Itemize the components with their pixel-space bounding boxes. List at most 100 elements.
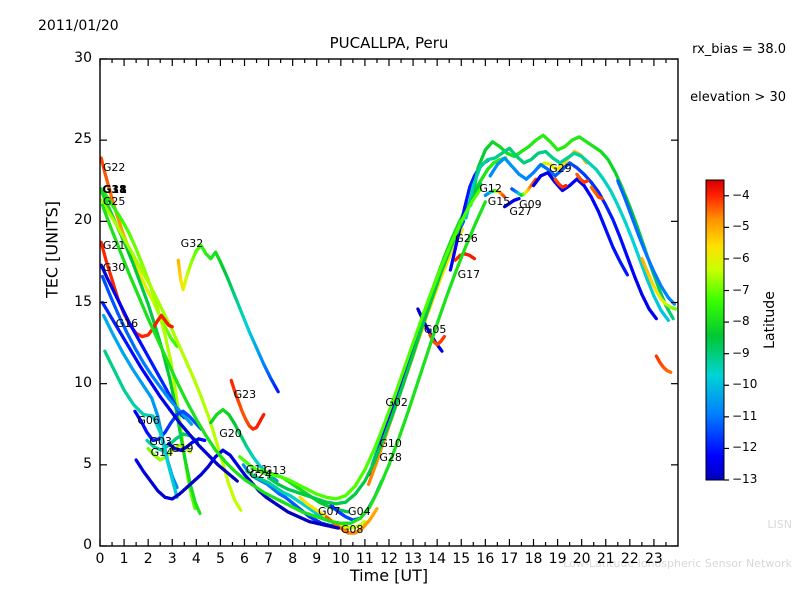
satellite-label-g14: G14 [150, 446, 174, 460]
data-series [640, 257, 678, 311]
data-series [266, 182, 483, 506]
satellite-label-g08: G08 [340, 522, 364, 536]
y-axis-tick-label: 15 [74, 293, 92, 310]
satellite-label-g29: G29 [549, 162, 572, 176]
colorbar-tick-label: −8 [732, 314, 750, 329]
satellite-label-g22: G22 [102, 160, 126, 174]
x-axis-tick-label: 4 [191, 551, 201, 567]
satellite-label-g11: G11 [245, 462, 269, 476]
date-label: 2011/01/20 [38, 18, 119, 34]
satellite-label-g10: G10 [379, 436, 402, 450]
y-axis-tick-label: 25 [74, 131, 92, 148]
data-series [453, 252, 477, 262]
data-series [100, 198, 243, 512]
satellite-label-g15: G15 [487, 194, 511, 208]
page-title: PUCALLPA, Peru [329, 34, 449, 52]
x-axis-tick-label: 15 [452, 551, 471, 567]
satellite-label-g19: G19 [171, 441, 194, 455]
x-axis-tick-label: 17 [500, 551, 519, 567]
colorbar-tick-label: −12 [732, 440, 758, 455]
watermark: LISN Low-Latitude Ionospheric Sensor Net… [563, 492, 792, 596]
axis-layer [99, 58, 679, 547]
x-axis-tick-label: 1 [119, 551, 129, 567]
data-series [553, 177, 568, 189]
data-series [100, 300, 239, 483]
satellite-label-g13: G13 [263, 464, 287, 478]
y-axis-tick-label: 10 [74, 374, 92, 391]
satellite-label-g17: G17 [457, 267, 481, 281]
satellite-label-g26: G26 [455, 232, 478, 246]
satellite-label-g03: G03 [149, 435, 172, 449]
data-series [483, 188, 507, 199]
x-axis-tick-label: 11 [355, 551, 374, 567]
x-axis-tick-label: 7 [264, 551, 274, 567]
data-series [531, 171, 630, 277]
satellite-label-g18: G18 [102, 183, 127, 197]
satellite-label-g30: G30 [102, 261, 126, 275]
annotation-block: rx_bias = 38.0 elevation > 30 [690, 10, 786, 138]
x-axis-tick-label: 3 [167, 551, 177, 567]
data-series-layer [100, 133, 678, 535]
x-axis-title: Time [UT] [349, 566, 429, 585]
x-axis-tick-label: 5 [215, 551, 225, 567]
satellite-label-g25: G25 [102, 194, 126, 208]
data-series [229, 378, 266, 431]
satellite-label-g27: G27 [509, 204, 532, 218]
satellite-label-g05: G05 [423, 323, 447, 337]
x-axis-tick-label: 19 [548, 551, 567, 567]
colorbar-tick-label: −13 [732, 472, 758, 486]
x-axis-tick-label: 9 [312, 551, 322, 567]
x-axis-tick-label: 2 [143, 551, 153, 567]
watermark-fullname: Low-Latitude Ionospheric Sensor Network [563, 557, 792, 570]
colorbar-tick-label: −11 [732, 408, 758, 423]
satellite-label-g02: G02 [385, 396, 408, 410]
colorbar-layer [705, 179, 729, 481]
colorbar-tick-label: −6 [732, 250, 750, 265]
satellite-label-g04: G04 [348, 504, 371, 518]
x-axis-tick-label: 0 [95, 551, 105, 567]
colorbar-tick-label: −9 [732, 345, 750, 360]
watermark-acronym: LISN [767, 518, 792, 531]
x-axis-tick-label: 12 [380, 551, 398, 567]
satellite-label-g23: G23 [233, 388, 257, 402]
x-axis-tick-label: 18 [524, 551, 543, 567]
data-series [510, 177, 538, 197]
satellite-label-g07: G07 [317, 504, 341, 518]
satellite-label-g28: G28 [379, 451, 402, 465]
data-series [589, 185, 604, 201]
colorbar-tick-label: −10 [732, 377, 758, 392]
data-series [616, 179, 676, 306]
data-series [575, 172, 590, 184]
x-axis-tick-label: 16 [476, 551, 495, 567]
y-axis-tick-label: 0 [83, 537, 92, 553]
x-axis-tick-label: 20 [572, 551, 591, 567]
data-series [245, 469, 336, 524]
colorbar-gradient [705, 179, 725, 481]
y-axis-tick-label: 5 [83, 455, 92, 472]
colorbar-tick-label: −5 [732, 219, 750, 234]
satellite-label-g09: G09 [519, 198, 542, 212]
x-axis-tick-label: 21 [596, 551, 615, 567]
x-axis-tick-label: 13 [404, 551, 422, 567]
data-series [503, 197, 521, 209]
colorbar-tick-label: −4 [732, 187, 750, 202]
satellite-label-g16: G16 [115, 316, 139, 330]
x-axis-tick-label: 14 [428, 551, 447, 567]
data-series [176, 244, 280, 394]
data-series [134, 448, 341, 530]
satellite-label-g20: G20 [219, 426, 242, 440]
x-axis-tick-label: 6 [240, 551, 249, 567]
data-series [100, 274, 194, 426]
x-axis-tick-label: 10 [331, 551, 350, 567]
data-series [654, 354, 673, 374]
satellite-label-g31: G31 [102, 183, 127, 197]
data-series [238, 187, 483, 501]
data-series [100, 200, 487, 525]
x-axis-tick-label: 22 [620, 551, 639, 567]
y-axis-tick-label: 30 [74, 50, 92, 66]
rx-bias-label: rx_bias = 38.0 [692, 42, 786, 57]
satellite-label-g12: G12 [479, 181, 502, 195]
x-axis-tick-label: 8 [288, 551, 298, 567]
satellite-label-g24: G24 [249, 467, 272, 481]
